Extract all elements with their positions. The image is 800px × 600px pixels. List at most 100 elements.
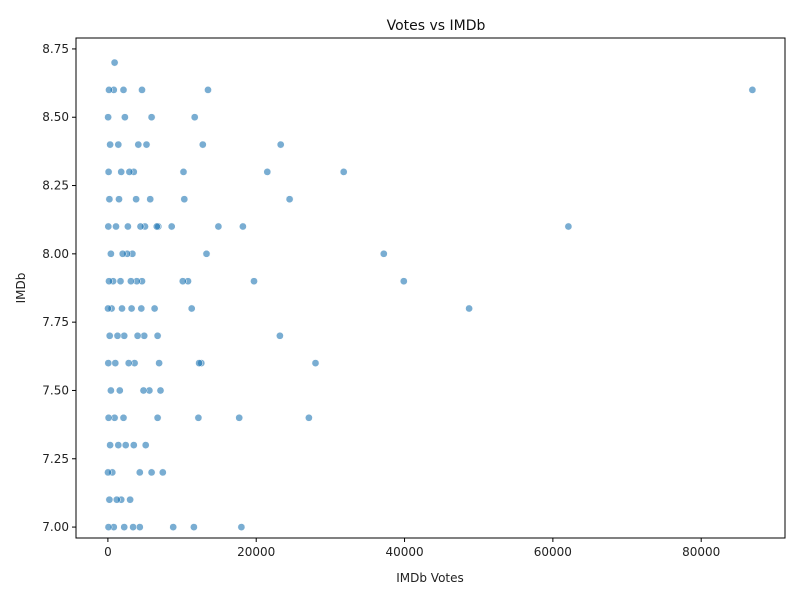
data-point xyxy=(121,441,130,449)
data-point xyxy=(150,304,159,313)
data-point xyxy=(120,523,129,531)
data-point xyxy=(564,222,573,231)
y-axis-title: IMDb xyxy=(14,273,28,304)
data-point xyxy=(105,195,114,204)
data-point xyxy=(134,140,143,149)
data-point xyxy=(127,304,136,313)
data-point xyxy=(106,140,114,149)
data-point xyxy=(105,495,114,504)
chart-title: Votes vs IMDb xyxy=(387,18,486,34)
data-point xyxy=(104,413,113,422)
y-tick-label: 8.00 xyxy=(42,247,69,261)
data-point xyxy=(116,277,125,286)
data-point xyxy=(263,168,272,176)
data-point xyxy=(180,195,189,204)
data-point xyxy=(141,441,150,449)
data-point xyxy=(104,468,112,477)
data-point xyxy=(105,277,113,286)
data-point xyxy=(114,441,123,449)
data-point xyxy=(104,168,113,176)
data-point xyxy=(115,386,124,395)
data-point xyxy=(276,331,284,340)
data-point xyxy=(250,277,258,286)
data-point xyxy=(146,195,155,204)
data-point xyxy=(204,86,212,94)
data-point xyxy=(140,331,149,340)
y-axis: 7.00 7.25 7.50 7.75 8.00 8.25 8.50 8.75 xyxy=(42,42,76,534)
data-point xyxy=(112,222,120,231)
data-point xyxy=(147,113,156,122)
data-point xyxy=(112,495,121,504)
plot-area-frame xyxy=(75,37,786,539)
data-point xyxy=(235,413,244,422)
data-point xyxy=(136,222,145,231)
data-point xyxy=(748,86,757,94)
data-point xyxy=(190,523,198,531)
y-tick-label: 8.50 xyxy=(42,110,69,124)
data-point xyxy=(339,168,348,176)
y-tick-label: 7.50 xyxy=(42,383,69,397)
x-tick-label: 80000 xyxy=(682,545,720,559)
data-point xyxy=(156,386,165,395)
data-point xyxy=(118,249,127,258)
data-point xyxy=(153,413,162,422)
y-tick-label: 8.75 xyxy=(42,42,69,56)
data-point xyxy=(190,113,199,122)
data-point xyxy=(214,222,223,231)
data-point xyxy=(129,523,137,531)
data-point xyxy=(104,523,113,531)
data-point xyxy=(104,304,112,313)
x-tick-label: 0 xyxy=(104,545,112,559)
data-point xyxy=(202,249,211,258)
data-point xyxy=(142,140,151,149)
data-point xyxy=(276,140,285,149)
data-point xyxy=(119,413,128,422)
data-point xyxy=(237,523,246,531)
data-point xyxy=(311,359,320,367)
data-point xyxy=(114,140,123,149)
data-point xyxy=(111,359,120,367)
data-point xyxy=(155,359,163,367)
y-tick-label: 8.25 xyxy=(42,179,69,193)
data-point xyxy=(169,523,178,531)
data-point xyxy=(239,222,247,231)
data-point xyxy=(135,468,144,477)
data-point xyxy=(139,386,148,395)
data-point xyxy=(179,168,188,176)
data-point xyxy=(107,386,115,395)
data-point xyxy=(194,413,203,422)
data-point xyxy=(152,222,161,231)
data-point xyxy=(379,249,388,258)
x-tick-label: 60000 xyxy=(534,545,572,559)
data-point xyxy=(127,277,135,286)
data-point xyxy=(135,523,144,531)
x-axis: 0 20000 40000 60000 80000 xyxy=(104,538,720,559)
data-point xyxy=(132,195,140,204)
data-point xyxy=(125,168,134,176)
x-axis-title: IMDb Votes xyxy=(396,571,464,585)
x-tick-label: 40000 xyxy=(385,545,423,559)
data-point xyxy=(118,304,126,313)
data-point xyxy=(119,86,128,94)
data-point xyxy=(115,195,123,204)
data-point xyxy=(104,359,113,367)
data-points xyxy=(104,58,757,531)
data-point xyxy=(198,140,207,149)
data-point xyxy=(104,222,113,231)
data-point xyxy=(399,277,408,286)
y-tick-label: 7.25 xyxy=(42,452,69,466)
data-point xyxy=(195,359,203,367)
data-point xyxy=(129,441,138,449)
data-point xyxy=(106,441,114,449)
data-point xyxy=(137,304,146,313)
data-point xyxy=(126,495,134,504)
data-point xyxy=(105,86,113,94)
data-point xyxy=(105,331,114,340)
y-tick-label: 7.75 xyxy=(42,315,69,329)
data-point xyxy=(124,359,133,367)
data-point xyxy=(113,331,122,340)
data-point xyxy=(104,113,112,122)
data-point xyxy=(465,304,473,313)
data-point xyxy=(138,86,146,94)
